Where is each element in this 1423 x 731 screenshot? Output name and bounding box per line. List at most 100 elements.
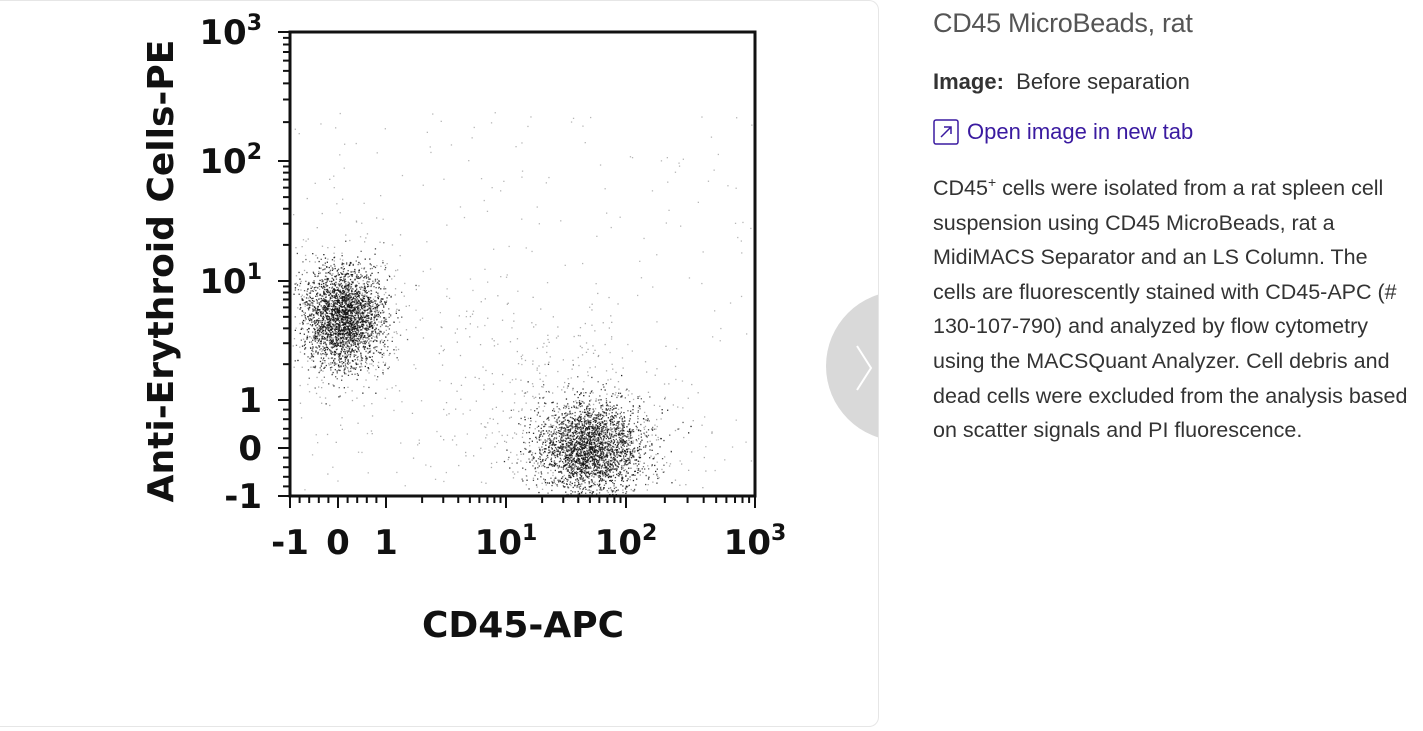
scatter-point [363,268,365,270]
scatter-point [343,317,345,319]
scatter-point [312,324,314,326]
scatter-point [343,336,345,338]
scatter-point [356,295,359,298]
scatter-point [301,314,303,317]
scatter-point [352,322,354,324]
scatter-point [352,315,354,317]
scatter-point [347,294,349,296]
scatter-point [321,327,324,329]
scatter-point [302,322,304,325]
scatter-point [395,303,397,305]
scatter-point [389,324,391,326]
scatter-point [607,462,609,465]
scatter-point [346,332,348,334]
scatter-point [318,285,321,287]
scatter-point [347,317,349,319]
scatter-point [364,365,366,368]
scatter-point [324,310,326,312]
scatter-point [355,276,358,278]
scatter-point [561,449,563,451]
scatter-point [339,297,341,299]
scatter-point [594,463,596,465]
scatter-point [362,296,364,298]
scatter-point [622,428,624,430]
scatter-point [613,408,615,410]
scatter-point [549,444,551,446]
scatter-point [376,315,378,318]
scatter-point [350,345,352,347]
scatter-point [565,461,567,463]
scatter-point [333,310,335,312]
scatter-point [345,333,347,335]
scatter-point [375,332,377,334]
scatter-point [620,430,622,432]
scatter-point [361,275,363,277]
scatter-point [353,351,355,353]
scatter-point [601,428,604,430]
scatter-point [348,302,350,304]
scatter-point [335,340,337,342]
scatter-point [509,467,511,469]
scatter-point [346,315,348,318]
scatter-point [372,303,374,305]
scatter-point [601,432,603,434]
scatter-point [585,422,587,424]
scatter-point [595,427,597,429]
scatter-point [340,341,342,344]
scatter-point [357,363,359,365]
scatter-point [336,328,338,330]
scatter-point [325,333,327,335]
scatter-point [321,325,323,327]
scatter-point [308,307,310,309]
scatter-point [354,338,356,340]
scatter-point [541,454,543,456]
scatter-point [342,289,344,291]
scatter-point [360,302,362,304]
scatter-point [335,325,337,327]
scatter-point [590,446,592,448]
scatter-point [580,435,583,437]
scatter-point [596,415,598,417]
scatter-point [564,433,566,435]
scatter-point [323,367,325,369]
scatter-point [591,376,593,379]
scatter-point [311,319,313,321]
scatter-point [616,446,618,448]
scatter-point [349,239,351,242]
scatter-point [570,454,572,456]
scatter-point [356,320,358,322]
scatter-point [307,307,309,309]
scatter-point [356,298,358,300]
scatter-point [339,355,341,357]
scatter-point [361,307,363,309]
scatter-point [600,452,603,454]
scatter-point [329,308,331,310]
scatter-point [352,288,354,290]
scatter-point [340,282,342,285]
scatter-point [347,331,349,334]
scatter-point [569,457,571,459]
scatter-point [383,340,386,342]
scatter-point [562,448,564,450]
scatter-point [567,441,569,443]
scatter-point [348,286,350,288]
scatter-point [559,452,561,454]
scatter-point [332,268,334,270]
scatter-point [395,312,397,314]
scatter-point [364,320,366,323]
scatter-point [320,369,322,371]
scatter-point [651,428,653,430]
scatter-point [369,297,372,299]
scatter-point [347,336,349,338]
scatter-point [374,280,377,282]
scatter-point [308,309,310,311]
scatter-point [343,323,345,325]
scatter-point [370,430,373,432]
scatter-point [340,267,342,269]
scatter-point [584,425,586,428]
scatter-point [361,357,363,359]
scatter-point [356,378,358,381]
scatter-point [622,436,624,438]
scatter-point [354,304,356,306]
scatter-point [344,326,346,328]
